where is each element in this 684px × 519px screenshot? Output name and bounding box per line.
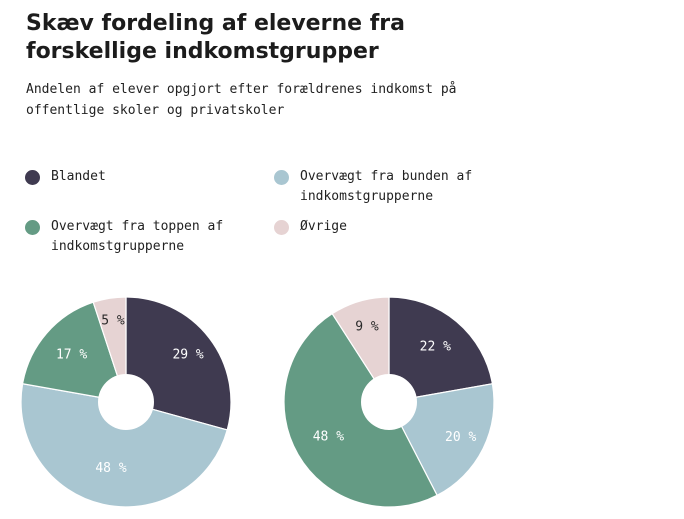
legend-swatch-oevrige: [274, 220, 289, 235]
slice-bunden-chart-1: [20, 383, 228, 508]
legend-item-oevrige: Øvrige: [274, 217, 514, 237]
slice-label-blandet-chart-1: 29 %: [172, 347, 203, 362]
legend-item-bunden: Overvægt fra bunden af indkomstgrupperne: [274, 167, 514, 207]
slice-label-bunden-chart-1: 48 %: [95, 461, 126, 476]
chart-subtitle: Andelen af elever opgjort efter forældre…: [26, 82, 457, 118]
slice-label-toppen-chart-1: 17 %: [56, 347, 87, 362]
slice-label-oevrige-chart-1: 5 %: [101, 314, 125, 329]
chart-title: Skæv fordeling af eleverne fra forskelli…: [26, 11, 405, 64]
slice-label-blandet-chart-2: 22 %: [420, 339, 451, 354]
legend-swatch-toppen: [25, 220, 40, 235]
donut-chart-1: 29 % 48 % 17 % 5 %: [20, 296, 232, 508]
donut-chart-2: 22 % 20 % 48 % 9 %: [283, 296, 495, 508]
legend-swatch-blandet: [25, 170, 40, 185]
legend-label-toppen: Overvægt fra toppen af indkomstgrupperne: [51, 219, 224, 254]
legend-swatch-bunden: [274, 170, 289, 185]
slice-label-toppen-chart-2: 48 %: [313, 430, 344, 445]
slice-label-bunden-chart-2: 20 %: [445, 430, 476, 445]
legend-label-oevrige: Øvrige: [300, 219, 347, 234]
slice-label-oevrige-chart-2: 9 %: [355, 320, 379, 335]
legend-item-blandet: Blandet: [25, 167, 245, 187]
donut-hole-chart-2: [361, 374, 417, 430]
slice-blandet-chart-2: [388, 296, 494, 403]
legend-label-bunden: Overvægt fra bunden af indkomstgrupperne: [300, 169, 473, 204]
slice-oevrige-chart-2: [331, 296, 390, 405]
legend-label-blandet: Blandet: [51, 169, 106, 184]
donut-hole-chart-1: [98, 374, 154, 430]
slice-toppen-chart-1: [21, 301, 127, 403]
slice-toppen-chart-2: [283, 312, 438, 508]
legend-item-toppen: Overvægt fra toppen af indkomstgrupperne: [25, 217, 245, 257]
